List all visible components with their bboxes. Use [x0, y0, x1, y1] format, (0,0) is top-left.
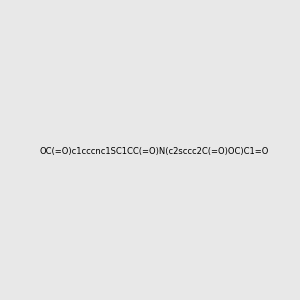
Text: OC(=O)c1cccnc1SC1CC(=O)N(c2sccc2C(=O)OC)C1=O: OC(=O)c1cccnc1SC1CC(=O)N(c2sccc2C(=O)OC)…	[39, 147, 268, 156]
